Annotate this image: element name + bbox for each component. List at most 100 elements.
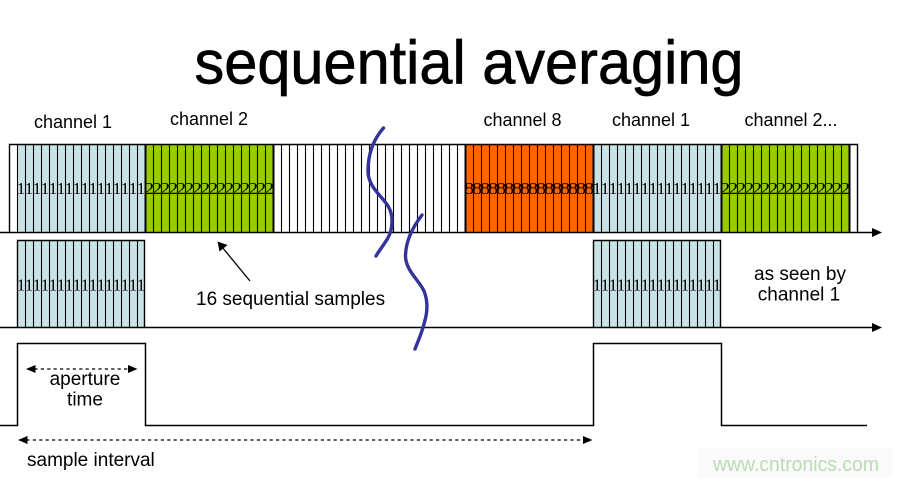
svg-text:1: 1 [665, 179, 674, 198]
svg-text:1: 1 [33, 276, 42, 295]
svg-text:1: 1 [81, 276, 90, 295]
svg-text:8: 8 [576, 180, 586, 199]
svg-text:1: 1 [41, 276, 50, 295]
svg-text:8: 8 [464, 180, 474, 199]
svg-text:2: 2 [784, 180, 794, 199]
svg-text:16 sequential samples: 16 sequential samples [196, 289, 385, 310]
svg-text:1: 1 [25, 276, 34, 295]
svg-text:1: 1 [705, 276, 714, 295]
svg-text:channel 1: channel 1 [34, 112, 112, 132]
svg-text:1: 1 [681, 179, 690, 198]
svg-text:8: 8 [496, 180, 506, 199]
svg-text:time: time [67, 390, 103, 411]
svg-text:1: 1 [137, 179, 146, 198]
svg-text:1: 1 [617, 276, 626, 295]
svg-text:1: 1 [65, 276, 74, 295]
svg-text:1: 1 [625, 179, 634, 198]
svg-text:1: 1 [81, 179, 90, 198]
svg-text:aperture: aperture [50, 369, 121, 390]
svg-text:2: 2 [800, 180, 810, 199]
svg-text:1: 1 [713, 276, 722, 295]
svg-text:8: 8 [480, 180, 490, 199]
svg-text:8: 8 [536, 180, 546, 199]
svg-text:8: 8 [568, 180, 578, 199]
svg-text:channel 1: channel 1 [612, 110, 690, 130]
svg-text:8: 8 [552, 180, 562, 199]
svg-text:1: 1 [105, 276, 114, 295]
svg-text:channel 2: channel 2 [170, 109, 248, 129]
svg-text:8: 8 [528, 180, 538, 199]
svg-text:1: 1 [641, 179, 650, 198]
svg-text:channel 1: channel 1 [758, 285, 840, 306]
svg-text:sequential averaging: sequential averaging [195, 29, 744, 97]
svg-text:1: 1 [665, 276, 674, 295]
svg-text:1: 1 [121, 276, 130, 295]
svg-text:1: 1 [33, 179, 42, 198]
svg-text:2: 2 [248, 180, 258, 199]
svg-text:1: 1 [57, 179, 66, 198]
svg-text:1: 1 [73, 276, 82, 295]
svg-text:1: 1 [89, 179, 98, 198]
svg-text:1: 1 [65, 179, 74, 198]
svg-text:1: 1 [97, 276, 106, 295]
svg-text:1: 1 [609, 179, 618, 198]
svg-text:www.cntronics.com: www.cntronics.com [712, 454, 879, 476]
svg-text:1: 1 [49, 276, 58, 295]
svg-text:1: 1 [649, 179, 658, 198]
svg-text:2: 2 [720, 180, 730, 199]
svg-text:1: 1 [705, 179, 714, 198]
svg-text:1: 1 [129, 179, 138, 198]
svg-text:2: 2 [168, 180, 178, 199]
svg-text:2: 2 [152, 180, 162, 199]
svg-text:1: 1 [129, 276, 138, 295]
svg-text:1: 1 [657, 276, 666, 295]
svg-text:1: 1 [609, 276, 618, 295]
svg-text:2: 2 [232, 180, 242, 199]
svg-text:1: 1 [137, 276, 146, 295]
svg-text:2: 2 [176, 180, 186, 199]
svg-text:1: 1 [89, 276, 98, 295]
svg-text:2: 2 [264, 180, 274, 199]
svg-text:2: 2 [808, 180, 818, 199]
svg-text:2: 2 [736, 180, 746, 199]
svg-text:1: 1 [689, 276, 698, 295]
svg-text:channel 8: channel 8 [483, 110, 561, 130]
svg-text:1: 1 [641, 276, 650, 295]
svg-text:2: 2 [208, 180, 218, 199]
svg-text:2: 2 [768, 180, 778, 199]
svg-text:1: 1 [713, 179, 722, 198]
svg-text:1: 1 [681, 276, 690, 295]
svg-text:2: 2 [728, 180, 738, 199]
svg-text:8: 8 [472, 180, 482, 199]
svg-text:1: 1 [41, 179, 50, 198]
svg-text:as seen by: as seen by [754, 264, 846, 285]
svg-text:1: 1 [105, 179, 114, 198]
svg-text:2: 2 [216, 180, 226, 199]
svg-text:1: 1 [121, 179, 130, 198]
svg-text:1: 1 [689, 179, 698, 198]
svg-text:2: 2 [792, 180, 802, 199]
svg-text:2: 2 [824, 180, 834, 199]
svg-text:1: 1 [697, 276, 706, 295]
svg-text:2: 2 [200, 180, 210, 199]
svg-text:8: 8 [560, 180, 570, 199]
svg-text:1: 1 [97, 179, 106, 198]
svg-text:1: 1 [625, 276, 634, 295]
svg-text:1: 1 [113, 276, 122, 295]
svg-text:8: 8 [488, 180, 498, 199]
svg-text:8: 8 [544, 180, 554, 199]
svg-text:2: 2 [840, 180, 850, 199]
svg-text:1: 1 [17, 276, 26, 295]
svg-text:1: 1 [57, 276, 66, 295]
svg-text:2: 2 [144, 180, 154, 199]
svg-text:channel 2...: channel 2... [744, 110, 837, 130]
svg-text:1: 1 [649, 276, 658, 295]
svg-text:8: 8 [504, 180, 514, 199]
svg-text:1: 1 [633, 276, 642, 295]
svg-text:8: 8 [520, 180, 530, 199]
svg-text:2: 2 [184, 180, 194, 199]
svg-text:2: 2 [160, 180, 170, 199]
svg-text:2: 2 [752, 180, 762, 199]
svg-text:1: 1 [593, 179, 602, 198]
svg-text:1: 1 [673, 276, 682, 295]
